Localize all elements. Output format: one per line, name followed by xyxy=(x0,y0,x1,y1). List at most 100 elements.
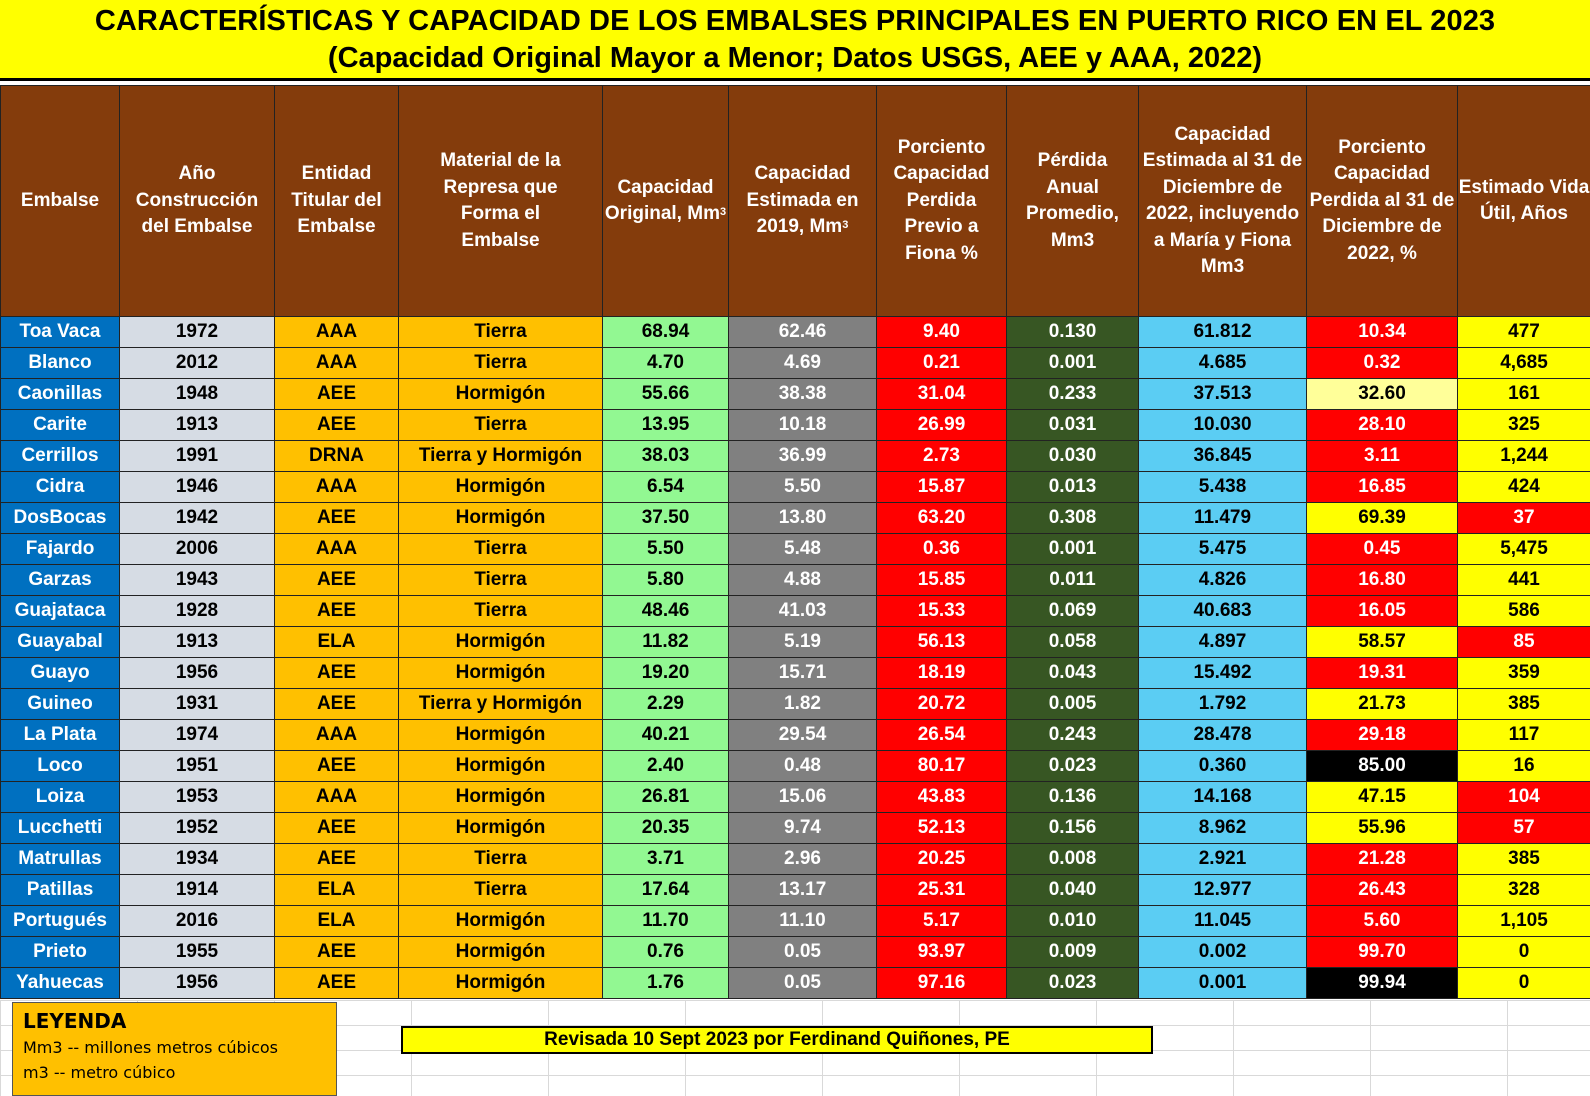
cell-embalse[interactable]: Yahuecas xyxy=(0,967,120,999)
col-header-vida[interactable]: Estimado Vida Útil, Años xyxy=(1457,85,1590,317)
cell-pct-2022[interactable]: 21.73 xyxy=(1306,688,1458,720)
cell-cap-2019[interactable]: 0.05 xyxy=(728,936,877,968)
cell-cap-orig[interactable]: 48.46 xyxy=(602,595,729,627)
cell-material[interactable]: Hormigón xyxy=(398,502,603,534)
cell-embalse[interactable]: Guajataca xyxy=(0,595,120,627)
cell-anio[interactable]: 1956 xyxy=(119,967,275,999)
cell-vida[interactable]: 104 xyxy=(1457,781,1590,813)
cell-perdida[interactable]: 0.243 xyxy=(1006,719,1139,751)
col-header-material[interactable]: Material de la Represa que Forma el Emba… xyxy=(398,85,603,317)
cell-vida[interactable]: 1,244 xyxy=(1457,440,1590,472)
cell-pct-2022[interactable]: 0.45 xyxy=(1306,533,1458,565)
cell-anio[interactable]: 1914 xyxy=(119,874,275,906)
cell-cap-2019[interactable]: 38.38 xyxy=(728,378,877,410)
cell-cap-2022[interactable]: 15.492 xyxy=(1138,657,1307,689)
cell-anio[interactable]: 2012 xyxy=(119,347,275,379)
cell-cap-2019[interactable]: 0.48 xyxy=(728,750,877,782)
cell-embalse[interactable]: Cerrillos xyxy=(0,440,120,472)
cell-pct-2022[interactable]: 16.80 xyxy=(1306,564,1458,596)
cell-pct-2022[interactable]: 99.94 xyxy=(1306,967,1458,999)
cell-perdida[interactable]: 0.040 xyxy=(1006,874,1139,906)
cell-embalse[interactable]: Garzas xyxy=(0,564,120,596)
cell-embalse[interactable]: Fajardo xyxy=(0,533,120,565)
cell-pct-2022[interactable]: 29.18 xyxy=(1306,719,1458,751)
cell-cap-orig[interactable]: 19.20 xyxy=(602,657,729,689)
cell-cap-2019[interactable]: 0.05 xyxy=(728,967,877,999)
cell-perdida[interactable]: 0.008 xyxy=(1006,843,1139,875)
cell-material[interactable]: Hormigón xyxy=(398,378,603,410)
col-header-embalse[interactable]: Embalse xyxy=(0,85,120,317)
cell-material[interactable]: Tierra xyxy=(398,409,603,441)
col-header-entidad[interactable]: Entidad Titular del Embalse xyxy=(274,85,399,317)
cell-cap-2022[interactable]: 12.977 xyxy=(1138,874,1307,906)
cell-cap-2019[interactable]: 4.69 xyxy=(728,347,877,379)
cell-embalse[interactable]: Carite xyxy=(0,409,120,441)
cell-cap-2022[interactable]: 40.683 xyxy=(1138,595,1307,627)
cell-material[interactable]: Hormigón xyxy=(398,657,603,689)
cell-vida[interactable]: 325 xyxy=(1457,409,1590,441)
cell-pct-fiona[interactable]: 0.21 xyxy=(876,347,1007,379)
cell-material[interactable]: Hormigón xyxy=(398,719,603,751)
cell-entidad[interactable]: AEE xyxy=(274,657,399,689)
cell-pct-fiona[interactable]: 97.16 xyxy=(876,967,1007,999)
col-header-anio[interactable]: Año Construcción del Embalse xyxy=(119,85,275,317)
cell-pct-2022[interactable]: 16.85 xyxy=(1306,471,1458,503)
cell-anio[interactable]: 1955 xyxy=(119,936,275,968)
cell-cap-2022[interactable]: 0.001 xyxy=(1138,967,1307,999)
cell-vida[interactable]: 586 xyxy=(1457,595,1590,627)
cell-pct-2022[interactable]: 0.32 xyxy=(1306,347,1458,379)
cell-cap-2022[interactable]: 4.685 xyxy=(1138,347,1307,379)
col-header-cap-2022[interactable]: Capacidad Estimada al 31 de Diciembre de… xyxy=(1138,85,1307,317)
cell-pct-2022[interactable]: 28.10 xyxy=(1306,409,1458,441)
cell-material[interactable]: Hormigón xyxy=(398,626,603,658)
cell-cap-2022[interactable]: 28.478 xyxy=(1138,719,1307,751)
cell-cap-orig[interactable]: 5.80 xyxy=(602,564,729,596)
cell-cap-orig[interactable]: 1.76 xyxy=(602,967,729,999)
cell-pct-fiona[interactable]: 15.33 xyxy=(876,595,1007,627)
cell-perdida[interactable]: 0.005 xyxy=(1006,688,1139,720)
cell-pct-fiona[interactable]: 5.17 xyxy=(876,905,1007,937)
cell-material[interactable]: Hormigón xyxy=(398,781,603,813)
cell-material[interactable]: Hormigón xyxy=(398,967,603,999)
cell-pct-fiona[interactable]: 26.99 xyxy=(876,409,1007,441)
cell-cap-orig[interactable]: 6.54 xyxy=(602,471,729,503)
cell-embalse[interactable]: Loiza xyxy=(0,781,120,813)
cell-pct-fiona[interactable]: 80.17 xyxy=(876,750,1007,782)
cell-anio[interactable]: 1953 xyxy=(119,781,275,813)
cell-cap-orig[interactable]: 3.71 xyxy=(602,843,729,875)
cell-anio[interactable]: 2006 xyxy=(119,533,275,565)
cell-embalse[interactable]: Toa Vaca xyxy=(0,316,120,348)
cell-vida[interactable]: 477 xyxy=(1457,316,1590,348)
cell-embalse[interactable]: DosBocas xyxy=(0,502,120,534)
cell-pct-2022[interactable]: 21.28 xyxy=(1306,843,1458,875)
cell-cap-2022[interactable]: 14.168 xyxy=(1138,781,1307,813)
cell-vida[interactable]: 161 xyxy=(1457,378,1590,410)
cell-pct-2022[interactable]: 32.60 xyxy=(1306,378,1458,410)
cell-vida[interactable]: 37 xyxy=(1457,502,1590,534)
cell-cap-2019[interactable]: 5.50 xyxy=(728,471,877,503)
cell-cap-2022[interactable]: 2.921 xyxy=(1138,843,1307,875)
cell-anio[interactable]: 1943 xyxy=(119,564,275,596)
cell-anio[interactable]: 1952 xyxy=(119,812,275,844)
cell-cap-orig[interactable]: 40.21 xyxy=(602,719,729,751)
cell-entidad[interactable]: AEE xyxy=(274,812,399,844)
cell-anio[interactable]: 1948 xyxy=(119,378,275,410)
cell-cap-2019[interactable]: 9.74 xyxy=(728,812,877,844)
cell-cap-2019[interactable]: 2.96 xyxy=(728,843,877,875)
cell-cap-2022[interactable]: 11.479 xyxy=(1138,502,1307,534)
cell-cap-2019[interactable]: 10.18 xyxy=(728,409,877,441)
cell-cap-orig[interactable]: 20.35 xyxy=(602,812,729,844)
cell-embalse[interactable]: Caonillas xyxy=(0,378,120,410)
cell-anio[interactable]: 1913 xyxy=(119,409,275,441)
cell-anio[interactable]: 1931 xyxy=(119,688,275,720)
cell-pct-fiona[interactable]: 15.85 xyxy=(876,564,1007,596)
cell-pct-fiona[interactable]: 18.19 xyxy=(876,657,1007,689)
cell-cap-2019[interactable]: 13.17 xyxy=(728,874,877,906)
cell-cap-2022[interactable]: 36.845 xyxy=(1138,440,1307,472)
cell-pct-fiona[interactable]: 56.13 xyxy=(876,626,1007,658)
cell-entidad[interactable]: AAA xyxy=(274,471,399,503)
cell-cap-2019[interactable]: 11.10 xyxy=(728,905,877,937)
cell-entidad[interactable]: AAA xyxy=(274,719,399,751)
cell-cap-orig[interactable]: 11.82 xyxy=(602,626,729,658)
cell-pct-fiona[interactable]: 25.31 xyxy=(876,874,1007,906)
